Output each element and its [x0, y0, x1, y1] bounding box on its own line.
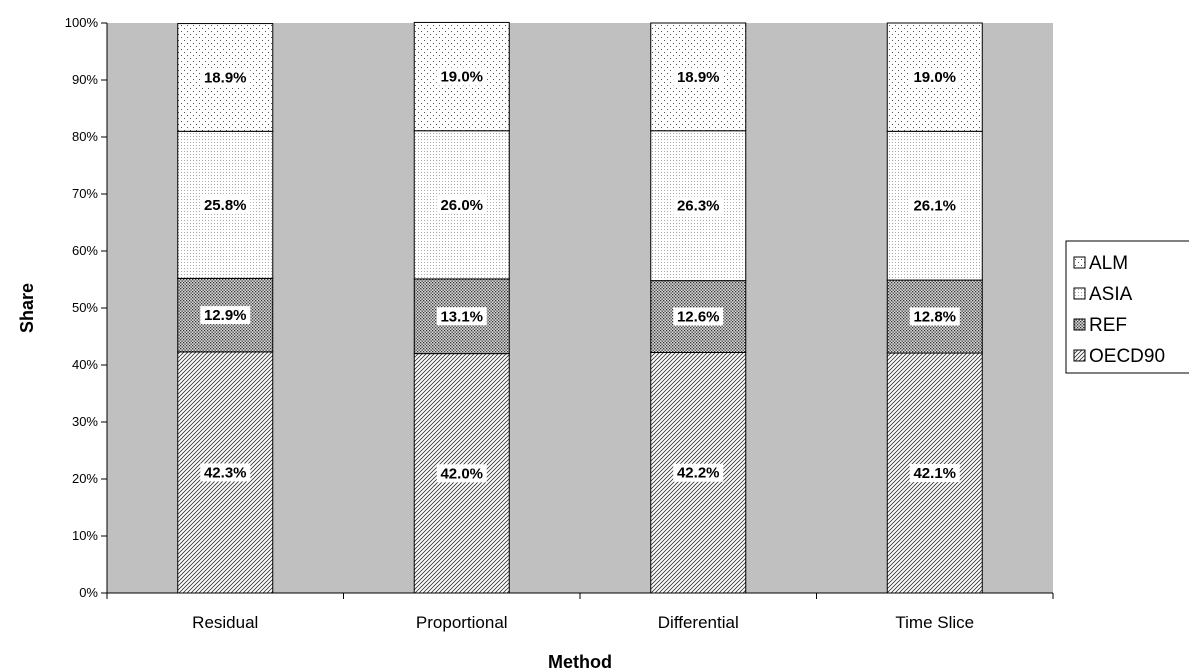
y-tick-label: 50% [72, 300, 98, 315]
data-label-asia-time-slice: 26.1% [913, 198, 956, 215]
data-label-ref-time-slice: 12.8% [913, 309, 956, 326]
y-tick-label: 0% [79, 585, 98, 600]
data-label-bg [909, 196, 960, 215]
data-label-oecd90-differential: 42.2% [677, 465, 720, 482]
y-tick-label: 60% [72, 243, 98, 258]
y-tick-label: 40% [72, 357, 98, 372]
x-axis-title: Method [548, 652, 612, 671]
legend-label-oecd90: OECD90 [1089, 346, 1165, 367]
data-label-bg [200, 463, 251, 482]
data-label-bg [909, 307, 960, 326]
legend-label-ref: REF [1089, 315, 1127, 336]
y-tick-label: 70% [72, 186, 98, 201]
data-label-bg [673, 307, 724, 326]
y-axis-title: Share [17, 283, 37, 333]
data-label-oecd90-time-slice: 42.1% [913, 465, 956, 482]
data-label-asia-residual: 25.8% [204, 197, 247, 214]
data-label-alm-differential: 18.9% [677, 69, 720, 86]
legend-swatch-oecd90 [1073, 349, 1086, 362]
x-tick-label: Proportional [416, 613, 508, 632]
data-label-alm-residual: 18.9% [204, 69, 247, 86]
legend-swatch-alm [1073, 256, 1086, 269]
data-label-bg [436, 195, 487, 214]
data-label-bg [200, 306, 251, 325]
y-tick-label: 20% [72, 471, 98, 486]
x-tick-label: Differential [658, 613, 739, 632]
data-label-ref-differential: 12.6% [677, 309, 720, 326]
x-tick-label: Residual [192, 613, 258, 632]
y-tick-label: 90% [72, 72, 98, 87]
data-label-alm-proportional: 19.0% [440, 69, 483, 86]
y-tick-label: 100% [65, 15, 99, 30]
data-label-bg [200, 195, 251, 214]
data-label-bg [909, 464, 960, 483]
legend-label-alm: ALM [1089, 253, 1128, 274]
data-label-bg [436, 307, 487, 326]
data-label-bg [436, 67, 487, 86]
data-label-asia-proportional: 26.0% [440, 197, 483, 214]
data-label-ref-residual: 12.9% [204, 307, 247, 324]
data-label-bg [673, 67, 724, 86]
data-label-oecd90-proportional: 42.0% [440, 465, 483, 482]
legend [1065, 240, 1189, 374]
data-label-oecd90-residual: 42.3% [204, 464, 247, 481]
legend-label-asia: ASIA [1089, 284, 1133, 305]
data-label-bg [200, 68, 251, 87]
data-label-bg [909, 68, 960, 87]
data-label-bg [673, 196, 724, 215]
data-label-alm-time-slice: 19.0% [913, 69, 956, 86]
data-label-bg [673, 463, 724, 482]
data-label-asia-differential: 26.3% [677, 198, 720, 215]
y-tick-label: 30% [72, 414, 98, 429]
legend-swatch-ref [1073, 318, 1086, 331]
data-label-ref-proportional: 13.1% [440, 308, 483, 325]
y-tick-label: 10% [72, 528, 98, 543]
y-tick-label: 80% [72, 129, 98, 144]
legend-swatch-asia [1073, 287, 1086, 300]
data-label-bg [436, 464, 487, 483]
x-tick-label: Time Slice [895, 613, 974, 632]
